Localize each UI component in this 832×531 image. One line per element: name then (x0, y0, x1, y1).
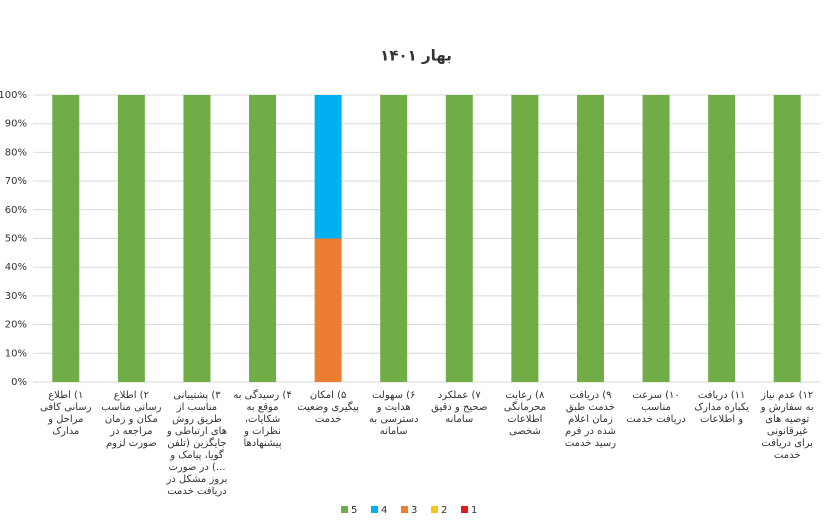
x-tick-label: ۵) امکان پیگیری وضعیت خدمت (297, 390, 360, 425)
x-tick-label: ۳) پشتیبانی مناسب از طریق روش های ارتباط… (166, 390, 228, 497)
legend-swatch (431, 506, 438, 513)
bar-segment (314, 238, 342, 382)
y-tick-label: 100% (0, 90, 27, 101)
bar-segment (117, 95, 145, 382)
legend-label: 5 (351, 505, 357, 516)
bar-segment (708, 95, 736, 382)
bar-segment (249, 95, 277, 382)
bar-segment (380, 95, 408, 382)
bar-segment (52, 95, 80, 382)
y-tick-label: 70% (5, 176, 27, 187)
y-tick-label: 80% (5, 147, 27, 158)
legend-swatch (371, 506, 378, 513)
x-tick-label: ۱۲) عدم نیاز به سفارش و توصیه های غیرقان… (760, 390, 814, 461)
y-tick-label: 50% (5, 234, 27, 245)
chart-title: بهار ۱۴۰۱ (380, 47, 452, 65)
bar-segment (642, 95, 670, 382)
legend-swatch (341, 506, 348, 513)
x-tick-label: ۴) رسیدگی به موقع به شکایات، نظرات و پیش… (233, 390, 292, 449)
bar-segment (314, 95, 342, 239)
bar-segment (445, 95, 473, 382)
x-tick-label: ۱) اطلاع رسانی کافی مراحل و مدارک (40, 390, 92, 437)
y-tick-label: 30% (5, 291, 27, 302)
legend-label: 1 (471, 505, 477, 516)
x-tick-label: ۱۰) سرعت مناسب دریافت خدمت (626, 390, 686, 425)
bar-segment (183, 95, 211, 382)
y-tick-label: 10% (5, 348, 27, 359)
legend-swatch (461, 506, 468, 513)
y-tick-label: 90% (5, 119, 27, 130)
y-tick-label: 40% (5, 262, 27, 273)
bar-segment (576, 95, 604, 382)
x-tick-label: ۶) سهولت هدایت و دسترسی به سامانه (369, 390, 419, 437)
x-tick-label: ۱۱) دریافت یکباره مدارک و اطلاعات (694, 390, 750, 425)
y-tick-label: 20% (5, 320, 27, 331)
x-tick-label: ۲) اطلاع رسانی مناسب مکان و زمان مراجعه … (101, 390, 162, 449)
legend-label: 4 (381, 505, 387, 516)
x-tick-label: ۷) عملکرد صحیح و دقیق سامانه (431, 390, 488, 425)
legend-label: 3 (411, 505, 417, 516)
y-tick-label: 0% (11, 377, 27, 388)
legend-swatch (401, 506, 408, 513)
y-tick-label: 60% (5, 205, 27, 216)
bar-segment (773, 95, 801, 382)
x-tick-label: ۸) رعایت محرمانگی اطلاعات شخصی (503, 390, 547, 437)
bar-segment (511, 95, 539, 382)
legend-label: 2 (441, 505, 447, 516)
x-tick-label: ۹) دریافت خدمت طبق زمان اعلام شده در فرم… (564, 390, 617, 449)
